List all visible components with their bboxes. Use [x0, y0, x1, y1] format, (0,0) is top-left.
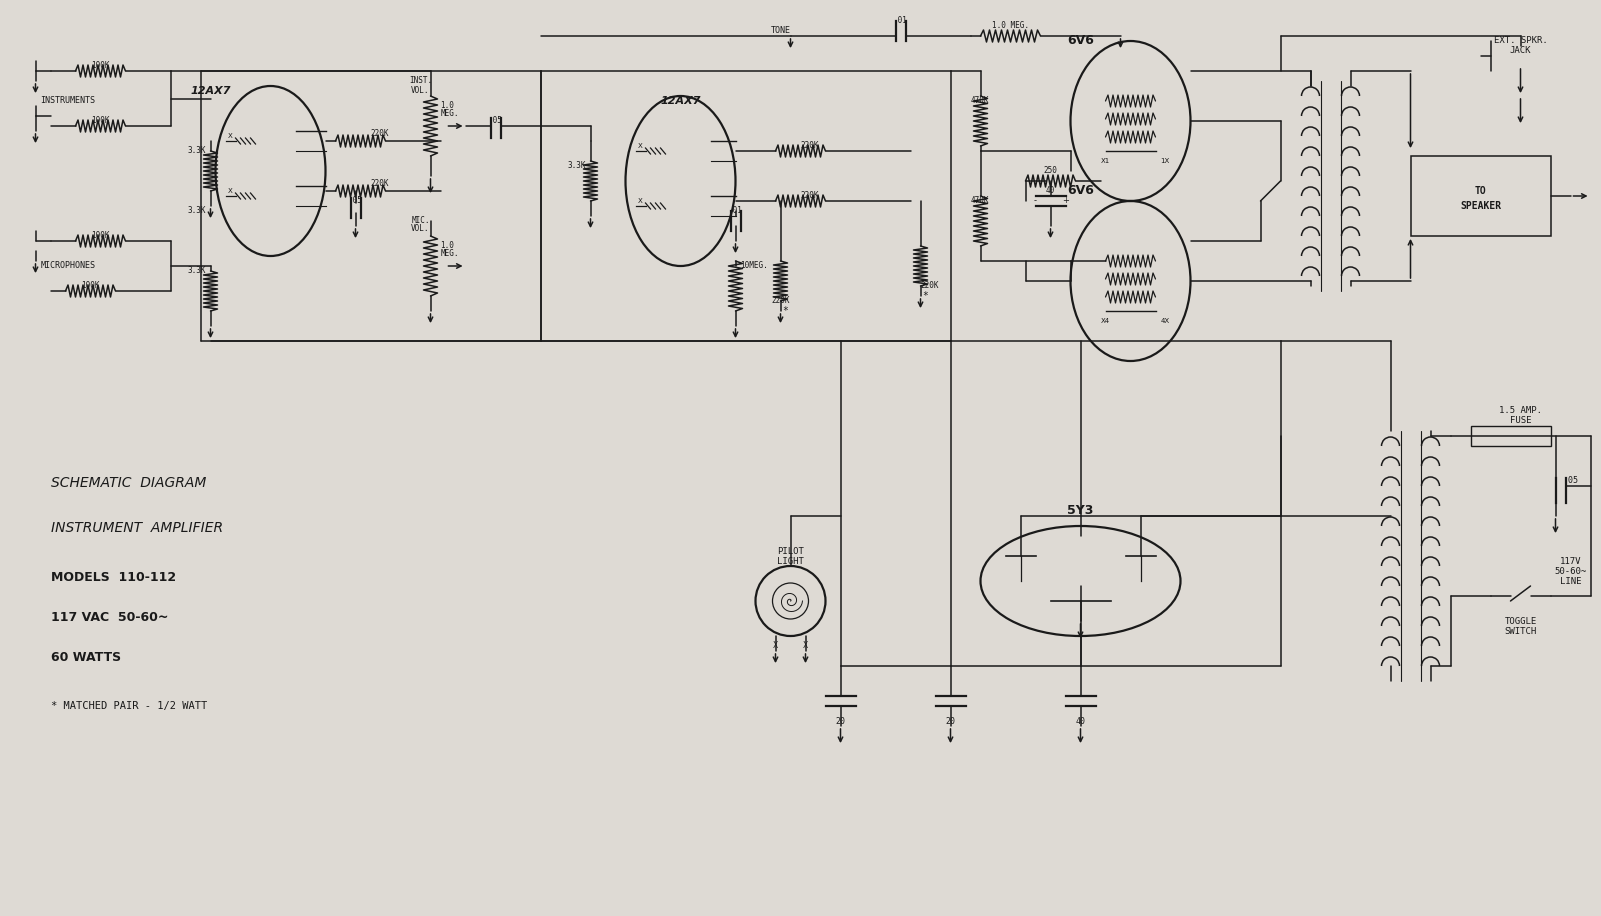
Text: 100K: 100K — [91, 61, 110, 71]
Text: LIGHT: LIGHT — [776, 557, 804, 565]
Text: TONE: TONE — [770, 27, 791, 36]
Text: 1.0: 1.0 — [440, 242, 455, 250]
Text: INSTRUMENT  AMPLIFIER: INSTRUMENT AMPLIFIER — [51, 521, 223, 535]
Text: 20: 20 — [836, 716, 845, 725]
Text: 220K: 220K — [800, 141, 820, 150]
Text: -: - — [1034, 197, 1037, 205]
Text: TOGGLE: TOGGLE — [1505, 616, 1537, 626]
Text: LINE: LINE — [1559, 576, 1582, 585]
Bar — [1470, 426, 1550, 446]
Text: SPEAKER: SPEAKER — [1460, 201, 1502, 211]
Text: SCHEMATIC  DIAGRAM: SCHEMATIC DIAGRAM — [51, 476, 207, 490]
Text: 470K: 470K — [970, 197, 989, 205]
Text: 1.0: 1.0 — [440, 102, 455, 111]
Text: X: X — [639, 198, 644, 204]
Text: 12AX7: 12AX7 — [660, 96, 701, 106]
Text: X: X — [773, 641, 778, 650]
Text: VOL.: VOL. — [411, 86, 429, 95]
Text: JACK: JACK — [1510, 47, 1531, 56]
Text: 100K: 100K — [91, 116, 110, 125]
Text: 4X: 4X — [1161, 318, 1170, 324]
Text: 20: 20 — [946, 716, 956, 725]
Text: 40: 40 — [1076, 716, 1085, 725]
Text: 220K: 220K — [370, 180, 389, 189]
Text: PILOT: PILOT — [776, 547, 804, 555]
Text: X4: X4 — [1100, 318, 1109, 324]
Text: MEG.: MEG. — [440, 110, 459, 118]
Text: EXT. SPKR.: EXT. SPKR. — [1494, 37, 1548, 46]
Text: 220K: 220K — [370, 129, 389, 138]
Text: 220K: 220K — [800, 191, 820, 201]
Text: 220K: 220K — [772, 297, 789, 306]
Text: 100K: 100K — [82, 281, 99, 290]
Text: 1X: 1X — [1161, 158, 1170, 164]
Text: TO: TO — [1475, 186, 1486, 196]
Text: .05: .05 — [349, 197, 362, 205]
Text: .01: .01 — [728, 206, 743, 215]
Text: MIC.: MIC. — [411, 216, 429, 225]
Text: VOL.: VOL. — [411, 224, 429, 234]
Text: 50-60~: 50-60~ — [1555, 566, 1587, 575]
Text: 1.5 AMP.: 1.5 AMP. — [1499, 407, 1542, 416]
Text: .05: .05 — [488, 116, 503, 125]
Text: 250: 250 — [1044, 167, 1057, 176]
Text: 60 WATTS: 60 WATTS — [51, 651, 120, 664]
Text: INSTRUMENTS: INSTRUMENTS — [40, 96, 96, 105]
Text: *: * — [922, 291, 929, 301]
Text: MODELS  110-112: MODELS 110-112 — [51, 571, 176, 584]
Text: 12AX7: 12AX7 — [191, 86, 231, 96]
Text: 6V6: 6V6 — [1066, 35, 1093, 48]
Text: .01: .01 — [893, 16, 908, 26]
Text: X: X — [639, 143, 644, 149]
Text: FUSE: FUSE — [1510, 417, 1531, 426]
Text: +: + — [1061, 197, 1069, 205]
Text: 100K: 100K — [91, 232, 110, 241]
Text: X: X — [227, 133, 232, 139]
Text: SWITCH: SWITCH — [1505, 627, 1537, 636]
Text: 3.3K: 3.3K — [187, 267, 205, 276]
Text: 470K: 470K — [970, 96, 989, 105]
Text: X1: X1 — [1100, 158, 1109, 164]
Text: 3.3K: 3.3K — [567, 161, 586, 170]
Text: MEG.: MEG. — [440, 249, 459, 258]
Text: 5Y3: 5Y3 — [1068, 505, 1093, 518]
Text: *: * — [783, 306, 788, 316]
Text: 1.0 MEG.: 1.0 MEG. — [993, 21, 1029, 30]
Text: 117 VAC  50-60~: 117 VAC 50-60~ — [51, 611, 168, 624]
Text: 220K: 220K — [921, 281, 940, 290]
Text: 3.3K: 3.3K — [187, 147, 205, 156]
Text: X: X — [227, 188, 232, 194]
Text: * MATCHED PAIR - 1/2 WATT: * MATCHED PAIR - 1/2 WATT — [51, 701, 207, 711]
Text: MICROPHONES: MICROPHONES — [40, 261, 96, 270]
Text: 10MEG.: 10MEG. — [741, 261, 768, 270]
Text: X: X — [802, 641, 809, 650]
Text: 40: 40 — [1045, 187, 1055, 195]
Text: 6V6: 6V6 — [1066, 184, 1093, 198]
Bar — [1410, 156, 1550, 236]
Text: 3.3K: 3.3K — [187, 206, 205, 215]
Text: 117V: 117V — [1559, 557, 1582, 565]
Text: INST.: INST. — [408, 77, 432, 85]
Text: .05: .05 — [1563, 476, 1579, 485]
